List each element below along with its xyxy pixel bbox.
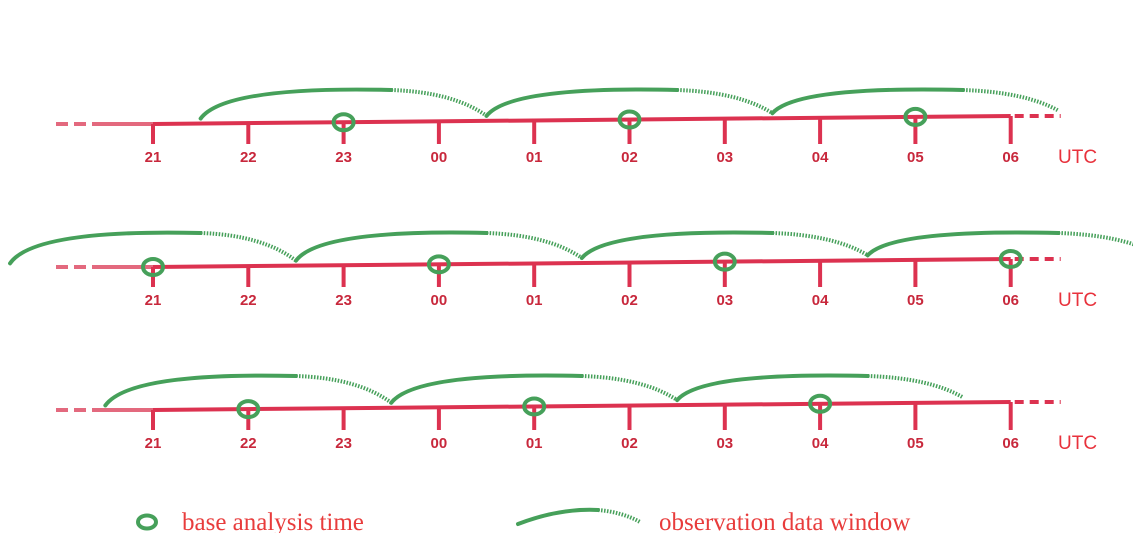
tick-label: 04	[812, 435, 829, 452]
tick-label: 02	[621, 149, 638, 166]
tick-label: 23	[335, 435, 352, 452]
window-arc-dotted	[772, 231, 869, 258]
window-arc-solid	[484, 87, 680, 118]
legend: base analysis time observation data wind…	[136, 507, 910, 533]
tick-label: 01	[526, 149, 543, 166]
window-arc-solid	[389, 373, 584, 405]
tick-label: 01	[526, 435, 543, 452]
tick-label: 03	[716, 149, 733, 166]
tick-label: 02	[621, 292, 638, 309]
tick-label: 22	[240, 435, 257, 452]
tick-label: 01	[526, 292, 543, 309]
analysis-time-marker	[998, 249, 1023, 269]
window-arc-solid	[579, 230, 775, 260]
analysis-time-marker	[426, 254, 451, 275]
analysis-time-marker	[141, 257, 165, 277]
timeline-2: 21 22 23 00 01 02 03 04 05 06 UTC	[8, 230, 1133, 311]
axis-line	[152, 257, 1011, 269]
tick-label: 05	[907, 435, 924, 452]
window-arc-dotted	[1058, 231, 1133, 247]
analysis-time-marker	[808, 393, 833, 414]
legend-arc-icon-dotted	[597, 508, 641, 524]
window-arc-dotted	[962, 88, 1060, 113]
axis-line	[152, 114, 1011, 126]
tick-label: 06	[1002, 292, 1019, 309]
window-arc-dotted	[200, 231, 298, 263]
analysis-time-marker	[712, 251, 737, 272]
tick-label: 21	[145, 435, 162, 452]
tick-label: 02	[621, 435, 638, 452]
tick-label: 04	[812, 149, 829, 166]
window-arc-dotted	[391, 88, 488, 118]
window-arc-solid	[293, 230, 489, 263]
unit-label: UTC	[1058, 290, 1097, 311]
window-arc-solid	[8, 230, 203, 266]
tick-label: 06	[1002, 149, 1019, 166]
legend-arc-icon-solid	[516, 507, 600, 526]
tick-label: 23	[335, 292, 352, 309]
window-arc-dotted	[677, 88, 774, 115]
tick-label: 05	[907, 149, 924, 166]
analysis-time-marker	[903, 106, 928, 127]
legend-analysis-label: base analysis time	[182, 509, 364, 533]
window-arc-dotted	[581, 374, 679, 402]
window-arc-dotted	[295, 374, 393, 405]
axis-line	[152, 400, 1011, 412]
tick-label: 21	[145, 149, 162, 166]
tick-label: 00	[431, 292, 448, 309]
tick-label: 06	[1002, 435, 1019, 452]
tick-label: 00	[431, 149, 448, 166]
legend-circle-icon	[136, 513, 158, 531]
observation-windows	[198, 87, 1060, 121]
window-arc-solid	[103, 373, 298, 408]
tick-label: 23	[335, 149, 352, 166]
analysis-time-marker	[522, 396, 547, 417]
timeline-1: 21 22 23 00 01 02 03 04 05 06 UTC	[56, 87, 1097, 168]
tick-label: 03	[716, 292, 733, 309]
window-arc-solid	[675, 373, 870, 403]
unit-label: UTC	[1058, 147, 1097, 168]
timelines: 21 22 23 00 01 02 03 04 05 06 UTC 21 22 23 00 01 02 03 04 0…	[8, 87, 1133, 454]
window-arc-dotted	[486, 231, 583, 260]
timeline-3: 21 22 23 00 01 02 03 04 05 06 UTC	[56, 373, 1097, 454]
window-arc-solid	[198, 87, 394, 121]
unit-label: UTC	[1058, 433, 1097, 454]
tick-label: 22	[240, 292, 257, 309]
observation-windows	[103, 373, 965, 408]
tick-label: 05	[907, 292, 924, 309]
legend-window-label: observation data window	[659, 509, 910, 533]
analysis-time-marker	[617, 109, 642, 130]
tick-label: 03	[716, 435, 733, 452]
window-arc-solid	[770, 87, 966, 116]
tick-label: 22	[240, 149, 257, 166]
tick-label: 00	[431, 435, 448, 452]
observation-windows	[8, 230, 1133, 266]
analysis-time-marker	[236, 399, 261, 420]
analysis-time-marker	[331, 112, 356, 133]
tick-label: 04	[812, 292, 829, 309]
window-arc-dotted	[867, 374, 965, 400]
tick-label: 21	[145, 292, 162, 309]
window-arc-solid	[865, 230, 1061, 258]
